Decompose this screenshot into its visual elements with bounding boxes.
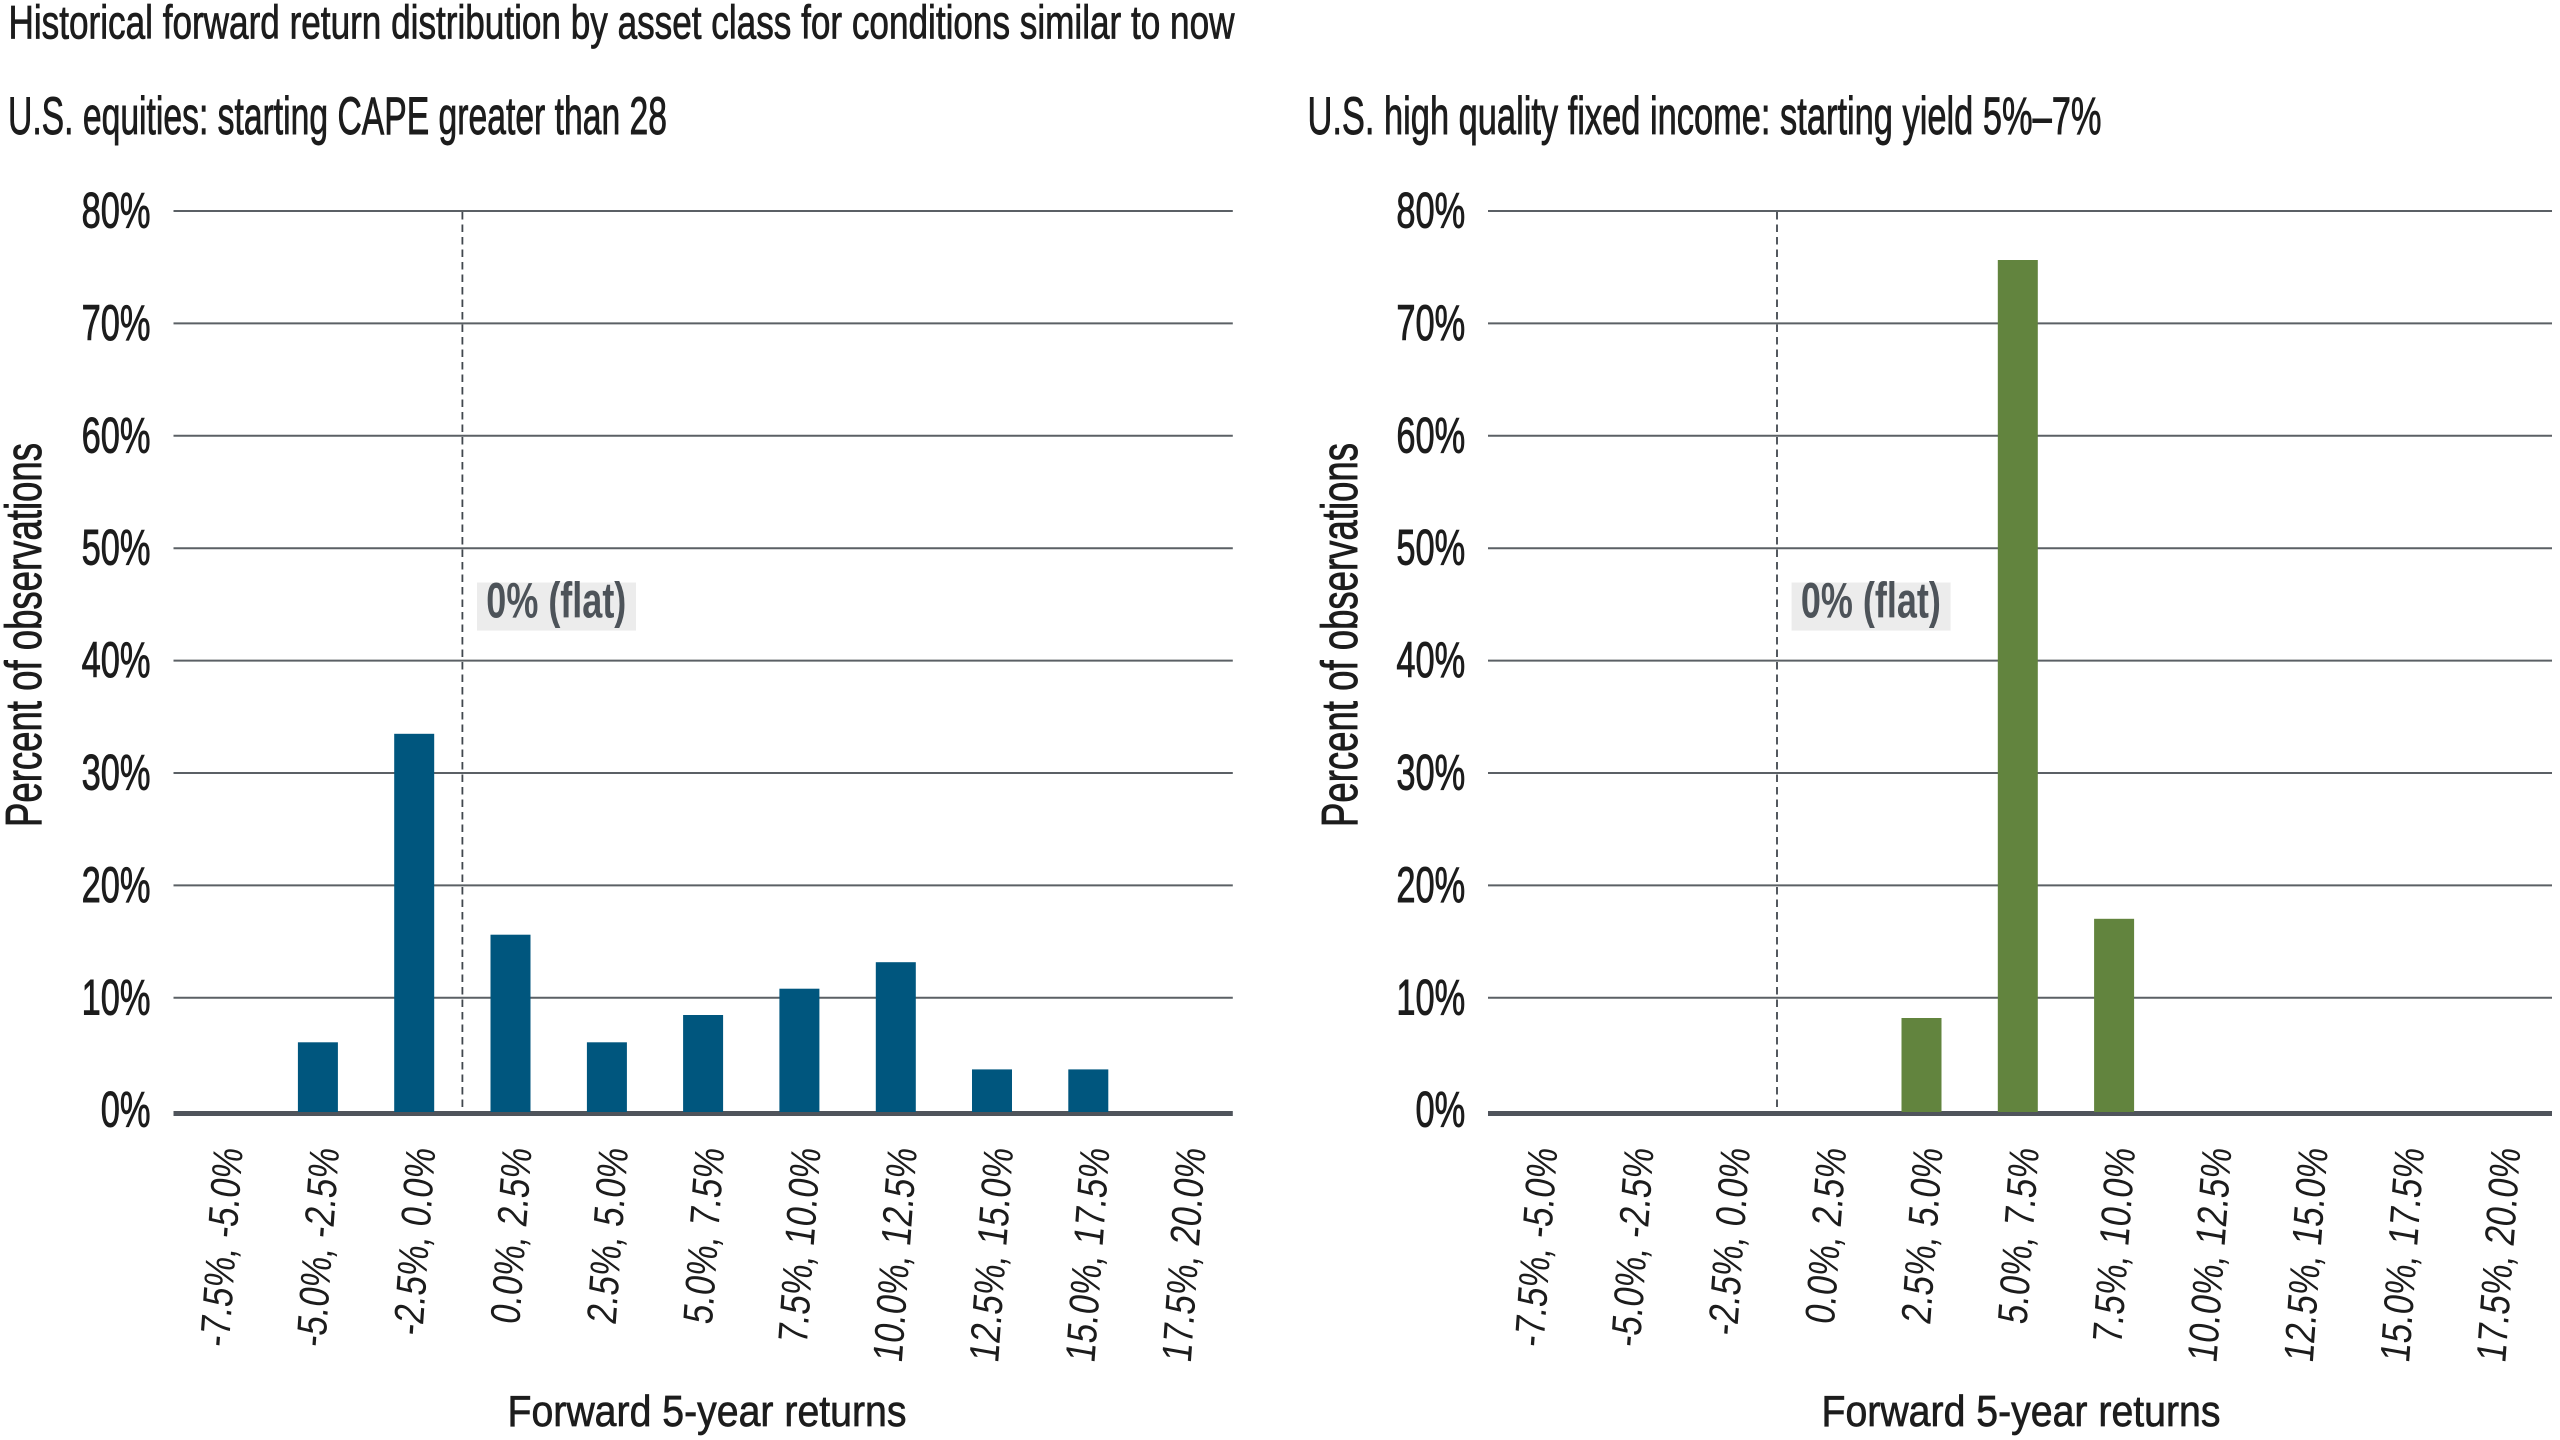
- svg-text:0%: 0%: [101, 1082, 151, 1138]
- svg-text:0%: 0%: [1416, 1082, 1466, 1138]
- svg-text:20%: 20%: [1396, 857, 1465, 913]
- svg-text:10%: 10%: [1396, 969, 1465, 1025]
- svg-text:20%: 20%: [82, 857, 151, 913]
- svg-text:Historical forward return dist: Historical forward return distribution b…: [9, 0, 1236, 49]
- svg-text:0% (flat): 0% (flat): [486, 573, 626, 629]
- svg-text:80%: 80%: [82, 183, 151, 239]
- svg-text:0% (flat): 0% (flat): [1801, 573, 1941, 629]
- svg-text:U.S. high quality fixed income: U.S. high quality fixed income: starting…: [1308, 87, 2102, 146]
- svg-text:Forward 5-year returns: Forward 5-year returns: [508, 1387, 907, 1436]
- svg-text:Percent of observations: Percent of observations: [1311, 443, 1368, 827]
- svg-text:60%: 60%: [1396, 407, 1465, 463]
- svg-text:U.S. equities: starting CAPE g: U.S. equities: starting CAPE greater tha…: [8, 87, 667, 146]
- svg-text:70%: 70%: [82, 295, 151, 351]
- svg-text:70%: 70%: [1396, 295, 1465, 351]
- svg-text:40%: 40%: [82, 632, 151, 688]
- svg-text:50%: 50%: [82, 520, 151, 576]
- svg-text:40%: 40%: [1396, 632, 1465, 688]
- svg-text:50%: 50%: [1396, 520, 1465, 576]
- svg-text:30%: 30%: [1396, 745, 1465, 801]
- svg-text:Percent of observations: Percent of observations: [0, 443, 52, 827]
- svg-text:10%: 10%: [82, 969, 151, 1025]
- svg-text:80%: 80%: [1396, 183, 1465, 239]
- svg-text:30%: 30%: [82, 745, 151, 801]
- svg-text:Forward 5-year returns: Forward 5-year returns: [1822, 1387, 2221, 1436]
- svg-text:60%: 60%: [82, 407, 151, 463]
